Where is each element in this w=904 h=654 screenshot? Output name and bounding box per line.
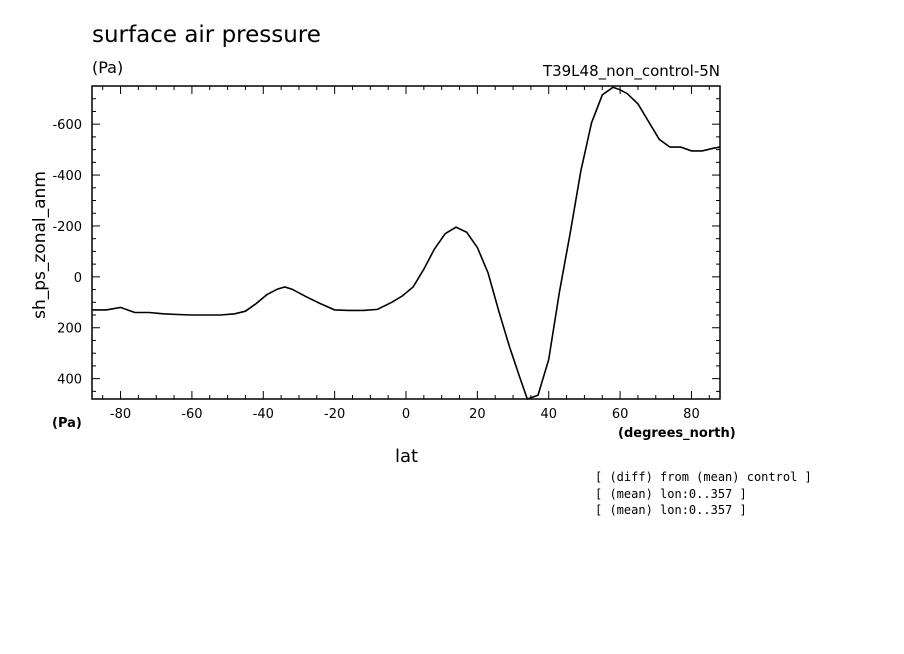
units-label-bottom: (Pa)	[52, 416, 82, 431]
note-mean-lon: [ (mean) lon:0..357 ]	[595, 487, 747, 501]
run-label: T39L48_non_control-5N	[542, 62, 720, 80]
x-tick-label: 20	[469, 407, 486, 422]
x-axis-units: (degrees_north)	[618, 426, 736, 441]
y-tick-label: -400	[52, 169, 82, 184]
note-diff: [ (diff) from (mean) control ]	[595, 470, 812, 484]
x-tick-label: -60	[181, 407, 202, 422]
units-label-top: (Pa)	[92, 58, 124, 77]
plot-frame	[91, 85, 721, 400]
y-tick-label: 200	[57, 322, 82, 337]
x-tick-label: 60	[612, 407, 629, 422]
series-line	[92, 86, 721, 401]
note-mean-lon-2: [ (mean) lon:0..357 ]	[595, 503, 747, 517]
x-tick-label: -20	[324, 407, 345, 422]
y-tick-label: -200	[52, 220, 82, 235]
chart-title: surface air pressure	[92, 22, 321, 48]
y-tick-label: 0	[74, 271, 82, 286]
y-tick-label: 400	[57, 373, 82, 388]
y-tick-label: -600	[52, 118, 82, 133]
x-tick-label: 80	[683, 407, 700, 422]
x-tick-label: 40	[540, 407, 557, 422]
x-tick-label: -40	[253, 407, 274, 422]
x-axis: -80 -60 -40 -20 0 20 40 60 80	[102, 86, 710, 422]
y-axis: -600 -400 -200 0 200 400	[52, 98, 720, 392]
x-axis-label: lat	[395, 446, 419, 467]
y-axis-label: sh_ps_zonal_anm	[30, 171, 50, 319]
x-tick-label: -80	[110, 407, 131, 422]
x-tick-label: 0	[402, 407, 410, 422]
